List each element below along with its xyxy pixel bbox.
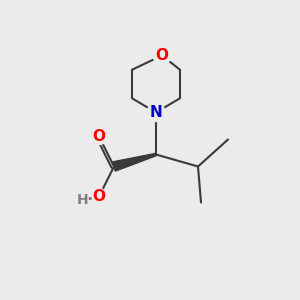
- Text: H: H: [77, 193, 88, 206]
- Text: O: O: [92, 189, 106, 204]
- Text: ·: ·: [86, 190, 92, 208]
- Circle shape: [91, 188, 107, 205]
- Circle shape: [153, 46, 171, 64]
- Circle shape: [91, 128, 107, 145]
- Text: O: O: [155, 48, 169, 63]
- Polygon shape: [113, 153, 156, 171]
- Text: O: O: [92, 129, 106, 144]
- Text: N: N: [150, 105, 162, 120]
- Circle shape: [147, 103, 165, 122]
